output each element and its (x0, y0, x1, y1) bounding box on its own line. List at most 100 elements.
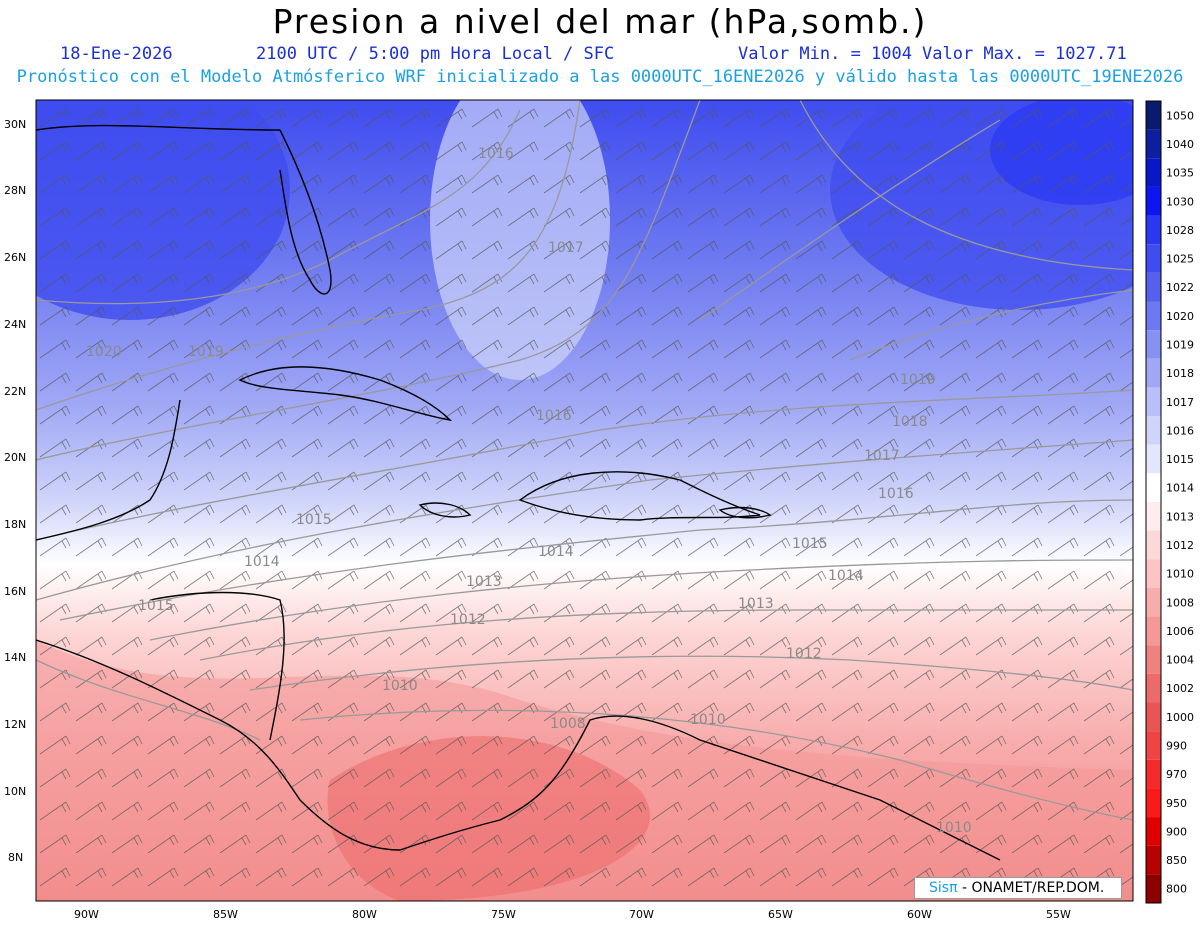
lon-label: 55W (1046, 908, 1071, 921)
legend-swatch (1146, 759, 1161, 789)
honduras-nicaragua (149, 591, 285, 741)
legend-swatch (1146, 587, 1161, 617)
lat-label: 28N (4, 184, 26, 197)
isobar-label: 1010 (690, 712, 726, 728)
legend-label: 1008 (1166, 596, 1194, 609)
legend-label: 1017 (1166, 396, 1194, 409)
isobar-label: 1015 (296, 512, 332, 528)
lat-label: 10N (4, 785, 26, 798)
legend-label: 1022 (1166, 281, 1194, 294)
lon-label: 65W (768, 908, 793, 921)
isobar-label: 1010 (936, 820, 972, 836)
legend-label: 800 (1166, 883, 1187, 896)
legend-frame (1145, 100, 1162, 904)
lon-label: 80W (352, 908, 377, 921)
legend-swatch (1146, 616, 1161, 646)
legend-swatch (1146, 244, 1161, 273)
lat-label: 12N (4, 718, 26, 731)
isobar-label: 1013 (738, 596, 774, 612)
legend-label: 1000 (1166, 711, 1194, 724)
credit-box: Sisπ - ONAMET/REP.DOM. (914, 877, 1122, 899)
min-value: Valor Min. = 1004 (738, 44, 912, 64)
gulf-coast (36, 124, 281, 131)
legend-swatch (1146, 817, 1161, 846)
legend-swatch (1146, 301, 1161, 331)
wind-barbs (36, 100, 1133, 901)
forecast-date: 18-Ene-2026 (60, 44, 173, 64)
lat-axis: 30N 28N 26N 24N 22N 20N 18N 16N 14N 12N … (4, 118, 26, 864)
legend-swatch (1146, 444, 1161, 474)
legend-label: 1028 (1166, 224, 1194, 237)
yucatan (36, 399, 181, 541)
lat-label: 16N (4, 585, 26, 598)
legend-label: 1010 (1166, 568, 1194, 581)
legend-label: 1016 (1166, 424, 1194, 437)
legend-label: 850 (1166, 854, 1187, 867)
credit-brand: Sisπ (929, 880, 958, 896)
legend-label: 1025 (1166, 253, 1194, 266)
legend-label: 970 (1166, 768, 1187, 781)
lon-axis: 90W 85W 80W 75W 70W 65W 60W 55W (74, 908, 1071, 921)
isobar-label: 1012 (450, 612, 486, 628)
lon-label: 90W (74, 908, 99, 921)
legend-swatch (1146, 845, 1161, 875)
legend-swatch (1146, 272, 1161, 302)
lat-label: 14N (4, 651, 26, 664)
isobar-label: 1020 (86, 344, 122, 360)
isobar-label: 1014 (828, 568, 864, 584)
isobar-label: 1019 (900, 372, 936, 388)
legend-swatch (1146, 186, 1161, 216)
legend-label: 900 (1166, 825, 1187, 838)
map-title: Presion a nivel del mar (hPa,somb.) (272, 2, 928, 41)
legend-label: 1015 (1166, 453, 1194, 466)
legend-label: 1035 (1166, 167, 1194, 180)
isobar-label: 1014 (538, 544, 574, 560)
lat-label: 22N (4, 385, 26, 398)
isobar-labels: 1016 1017 1020 1019 1016 1019 1018 1017 … (86, 146, 972, 836)
legend-label: 1013 (1166, 510, 1194, 523)
puerto-rico (718, 506, 772, 519)
isobar-label: 1017 (548, 240, 584, 256)
isobars (36, 100, 1133, 821)
max-value: Valor Max. = 1027.71 (922, 44, 1127, 64)
legend-swatch (1146, 673, 1161, 703)
lon-label: 70W (629, 908, 654, 921)
legend-swatch (1146, 387, 1161, 417)
lon-label: 75W (491, 908, 516, 921)
isobar-label: 1010 (382, 678, 418, 694)
lat-label: 24N (4, 318, 26, 331)
legend-label: 950 (1166, 797, 1187, 810)
legend-label: 1006 (1166, 625, 1194, 638)
florida-coast (279, 129, 332, 295)
legend-swatch (1146, 129, 1161, 159)
forecast-time: 2100 UTC / 5:00 pm Hora Local / SFC (256, 44, 615, 64)
model-subtitle: Pronóstico con el Modelo Atmósferico WRF… (16, 67, 1184, 87)
legend-swatch (1146, 559, 1161, 588)
legend-swatch (1146, 731, 1161, 760)
isobar-label: 1012 (786, 646, 822, 662)
legend-swatch (1146, 502, 1161, 531)
lat-label: 8N (8, 851, 23, 864)
legend-swatch (1146, 702, 1161, 732)
isobar-label: 1013 (466, 574, 502, 590)
lat-label: 20N (4, 451, 26, 464)
legend-swatch (1146, 645, 1161, 674)
hispaniola (518, 471, 761, 521)
lon-label: 60W (907, 908, 932, 921)
color-legend: 1050 1040 1035 1030 1028 1025 1022 1020 1019 1018… (1145, 100, 1194, 904)
isobar-label: 1016 (878, 486, 914, 502)
cuba (238, 366, 453, 422)
isobar-label: 1014 (244, 554, 280, 570)
isobar-label: 1015 (138, 598, 174, 614)
isobar-label: 1008 (550, 716, 586, 732)
lat-label: 18N (4, 518, 26, 531)
legend-swatch (1146, 530, 1161, 560)
isobar-label: 1018 (892, 414, 928, 430)
legend-label: 1019 (1166, 338, 1194, 351)
isobar-label: 1019 (188, 344, 224, 360)
jamaica (418, 502, 472, 518)
legend-label: 1020 (1166, 310, 1194, 323)
legend-label: 1018 (1166, 367, 1194, 380)
legend-label: 1040 (1166, 138, 1194, 151)
